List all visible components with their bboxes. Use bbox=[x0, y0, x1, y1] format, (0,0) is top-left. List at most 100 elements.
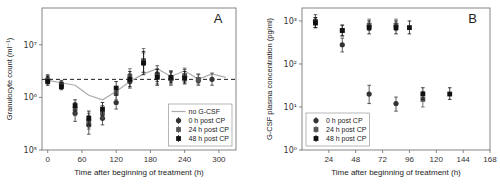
legend: no G-CSF0 h post CP24 h post CP48 h post… bbox=[169, 104, 232, 146]
plot-frame bbox=[42, 8, 236, 150]
legend-swatch bbox=[314, 127, 319, 132]
legend-frame bbox=[169, 104, 232, 146]
error-bar bbox=[367, 85, 371, 103]
error-cap bbox=[197, 85, 201, 86]
x-tick bbox=[47, 150, 48, 153]
title: A bbox=[214, 11, 223, 26]
error-cap bbox=[169, 82, 173, 83]
error-cap bbox=[314, 14, 318, 15]
legend-label: 0 h post CP bbox=[326, 117, 363, 125]
error-cap bbox=[46, 76, 50, 77]
error-cap bbox=[197, 73, 201, 74]
title: B bbox=[468, 11, 477, 26]
error-bar bbox=[314, 15, 318, 28]
plot-frame bbox=[302, 8, 490, 150]
error-bar bbox=[155, 69, 159, 85]
x-tick-label: 120 bbox=[430, 155, 444, 164]
legend-swatch bbox=[176, 118, 181, 123]
x-tick bbox=[116, 150, 117, 153]
error-cap bbox=[128, 86, 132, 87]
y-tick-label: 10⁶ bbox=[24, 93, 37, 102]
legend-swatch bbox=[176, 136, 181, 141]
error-bar bbox=[340, 38, 344, 52]
point bbox=[393, 101, 398, 106]
error-cap bbox=[340, 35, 344, 36]
series bbox=[45, 51, 187, 125]
error-cap bbox=[142, 74, 146, 75]
error-cap bbox=[367, 103, 371, 104]
error-bar bbox=[448, 88, 452, 100]
error-bar bbox=[87, 116, 91, 135]
error-bar bbox=[46, 76, 50, 85]
error-cap bbox=[46, 74, 50, 75]
error-cap bbox=[87, 111, 91, 112]
error-cap bbox=[448, 87, 452, 88]
point bbox=[114, 100, 119, 105]
error-bar bbox=[408, 21, 412, 34]
error-cap bbox=[155, 65, 159, 66]
error-cap bbox=[128, 71, 132, 72]
point bbox=[59, 84, 64, 89]
error-bar bbox=[169, 71, 173, 83]
error-cap bbox=[314, 27, 318, 28]
line bbox=[48, 69, 226, 100]
error-cap bbox=[60, 89, 64, 90]
error-bar bbox=[87, 111, 91, 125]
error-cap bbox=[183, 71, 187, 72]
error-cap bbox=[73, 121, 77, 122]
plot-area bbox=[313, 15, 452, 111]
error-cap bbox=[128, 88, 132, 89]
x-tick bbox=[463, 150, 464, 153]
error-cap bbox=[114, 99, 118, 100]
x-axis-label: Time after beginning of treatment (h) bbox=[331, 168, 461, 177]
x-tick bbox=[150, 150, 151, 153]
x-tick bbox=[184, 150, 185, 153]
error-cap bbox=[46, 75, 50, 76]
x-tick-label: 180 bbox=[144, 155, 158, 164]
x-tick bbox=[218, 150, 219, 153]
error-bar bbox=[169, 72, 173, 84]
error-bar bbox=[210, 73, 214, 85]
error-bar bbox=[60, 83, 64, 90]
point bbox=[447, 92, 452, 97]
x-tick-label: 60 bbox=[77, 155, 86, 164]
error-cap bbox=[394, 20, 398, 21]
error-cap bbox=[101, 118, 105, 119]
x-tick-label: 24 bbox=[324, 155, 333, 164]
y-axis-label: Granulocyte count (ml⁻¹) bbox=[5, 37, 14, 120]
error-cap bbox=[340, 35, 344, 36]
series bbox=[313, 18, 452, 100]
error-cap bbox=[183, 83, 187, 84]
x-tick bbox=[490, 150, 491, 153]
x-tick-label: 300 bbox=[212, 155, 226, 164]
error-cap bbox=[394, 33, 398, 34]
error-cap bbox=[367, 20, 371, 21]
legend-frame bbox=[306, 113, 369, 146]
point bbox=[86, 116, 91, 121]
y-tick-label: 10⁷ bbox=[24, 41, 37, 50]
x-axis-label: Time after beginning of treatment (h) bbox=[74, 168, 204, 177]
legend-swatch bbox=[172, 111, 186, 112]
y-tick bbox=[39, 97, 42, 98]
error-bar bbox=[73, 100, 77, 111]
error-bar bbox=[183, 72, 187, 84]
error-cap bbox=[73, 115, 77, 116]
legend-label: 48 h post CP bbox=[189, 135, 230, 143]
error-cap bbox=[114, 95, 118, 96]
error-cap bbox=[114, 95, 118, 96]
error-cap bbox=[87, 124, 91, 125]
x-tick-label: 48 bbox=[351, 155, 360, 164]
point bbox=[127, 77, 132, 82]
point bbox=[100, 107, 105, 112]
series bbox=[48, 69, 226, 100]
error-bar bbox=[183, 69, 187, 82]
error-bar bbox=[394, 97, 398, 111]
error-bar bbox=[394, 21, 398, 34]
error-cap bbox=[142, 51, 146, 52]
error-bar bbox=[101, 102, 105, 115]
legend: 0 h post CP24 h post CP48 h post CP bbox=[306, 113, 369, 146]
point bbox=[367, 91, 372, 96]
legend-label: 24 h post CP bbox=[189, 126, 230, 134]
error-cap bbox=[421, 106, 425, 107]
x-tick-label: 144 bbox=[456, 155, 470, 164]
